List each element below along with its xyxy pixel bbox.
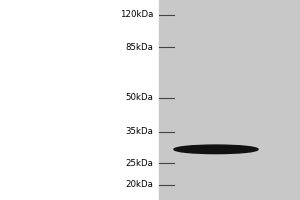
Ellipse shape: [174, 145, 258, 154]
Text: 25kDa: 25kDa: [125, 159, 153, 168]
Bar: [159, 0, 300, 200]
Text: 20kDa: 20kDa: [125, 180, 153, 189]
Text: 35kDa: 35kDa: [125, 127, 153, 136]
Text: 85kDa: 85kDa: [125, 43, 153, 52]
Text: 50kDa: 50kDa: [125, 93, 153, 102]
Text: 120kDa: 120kDa: [120, 10, 153, 19]
